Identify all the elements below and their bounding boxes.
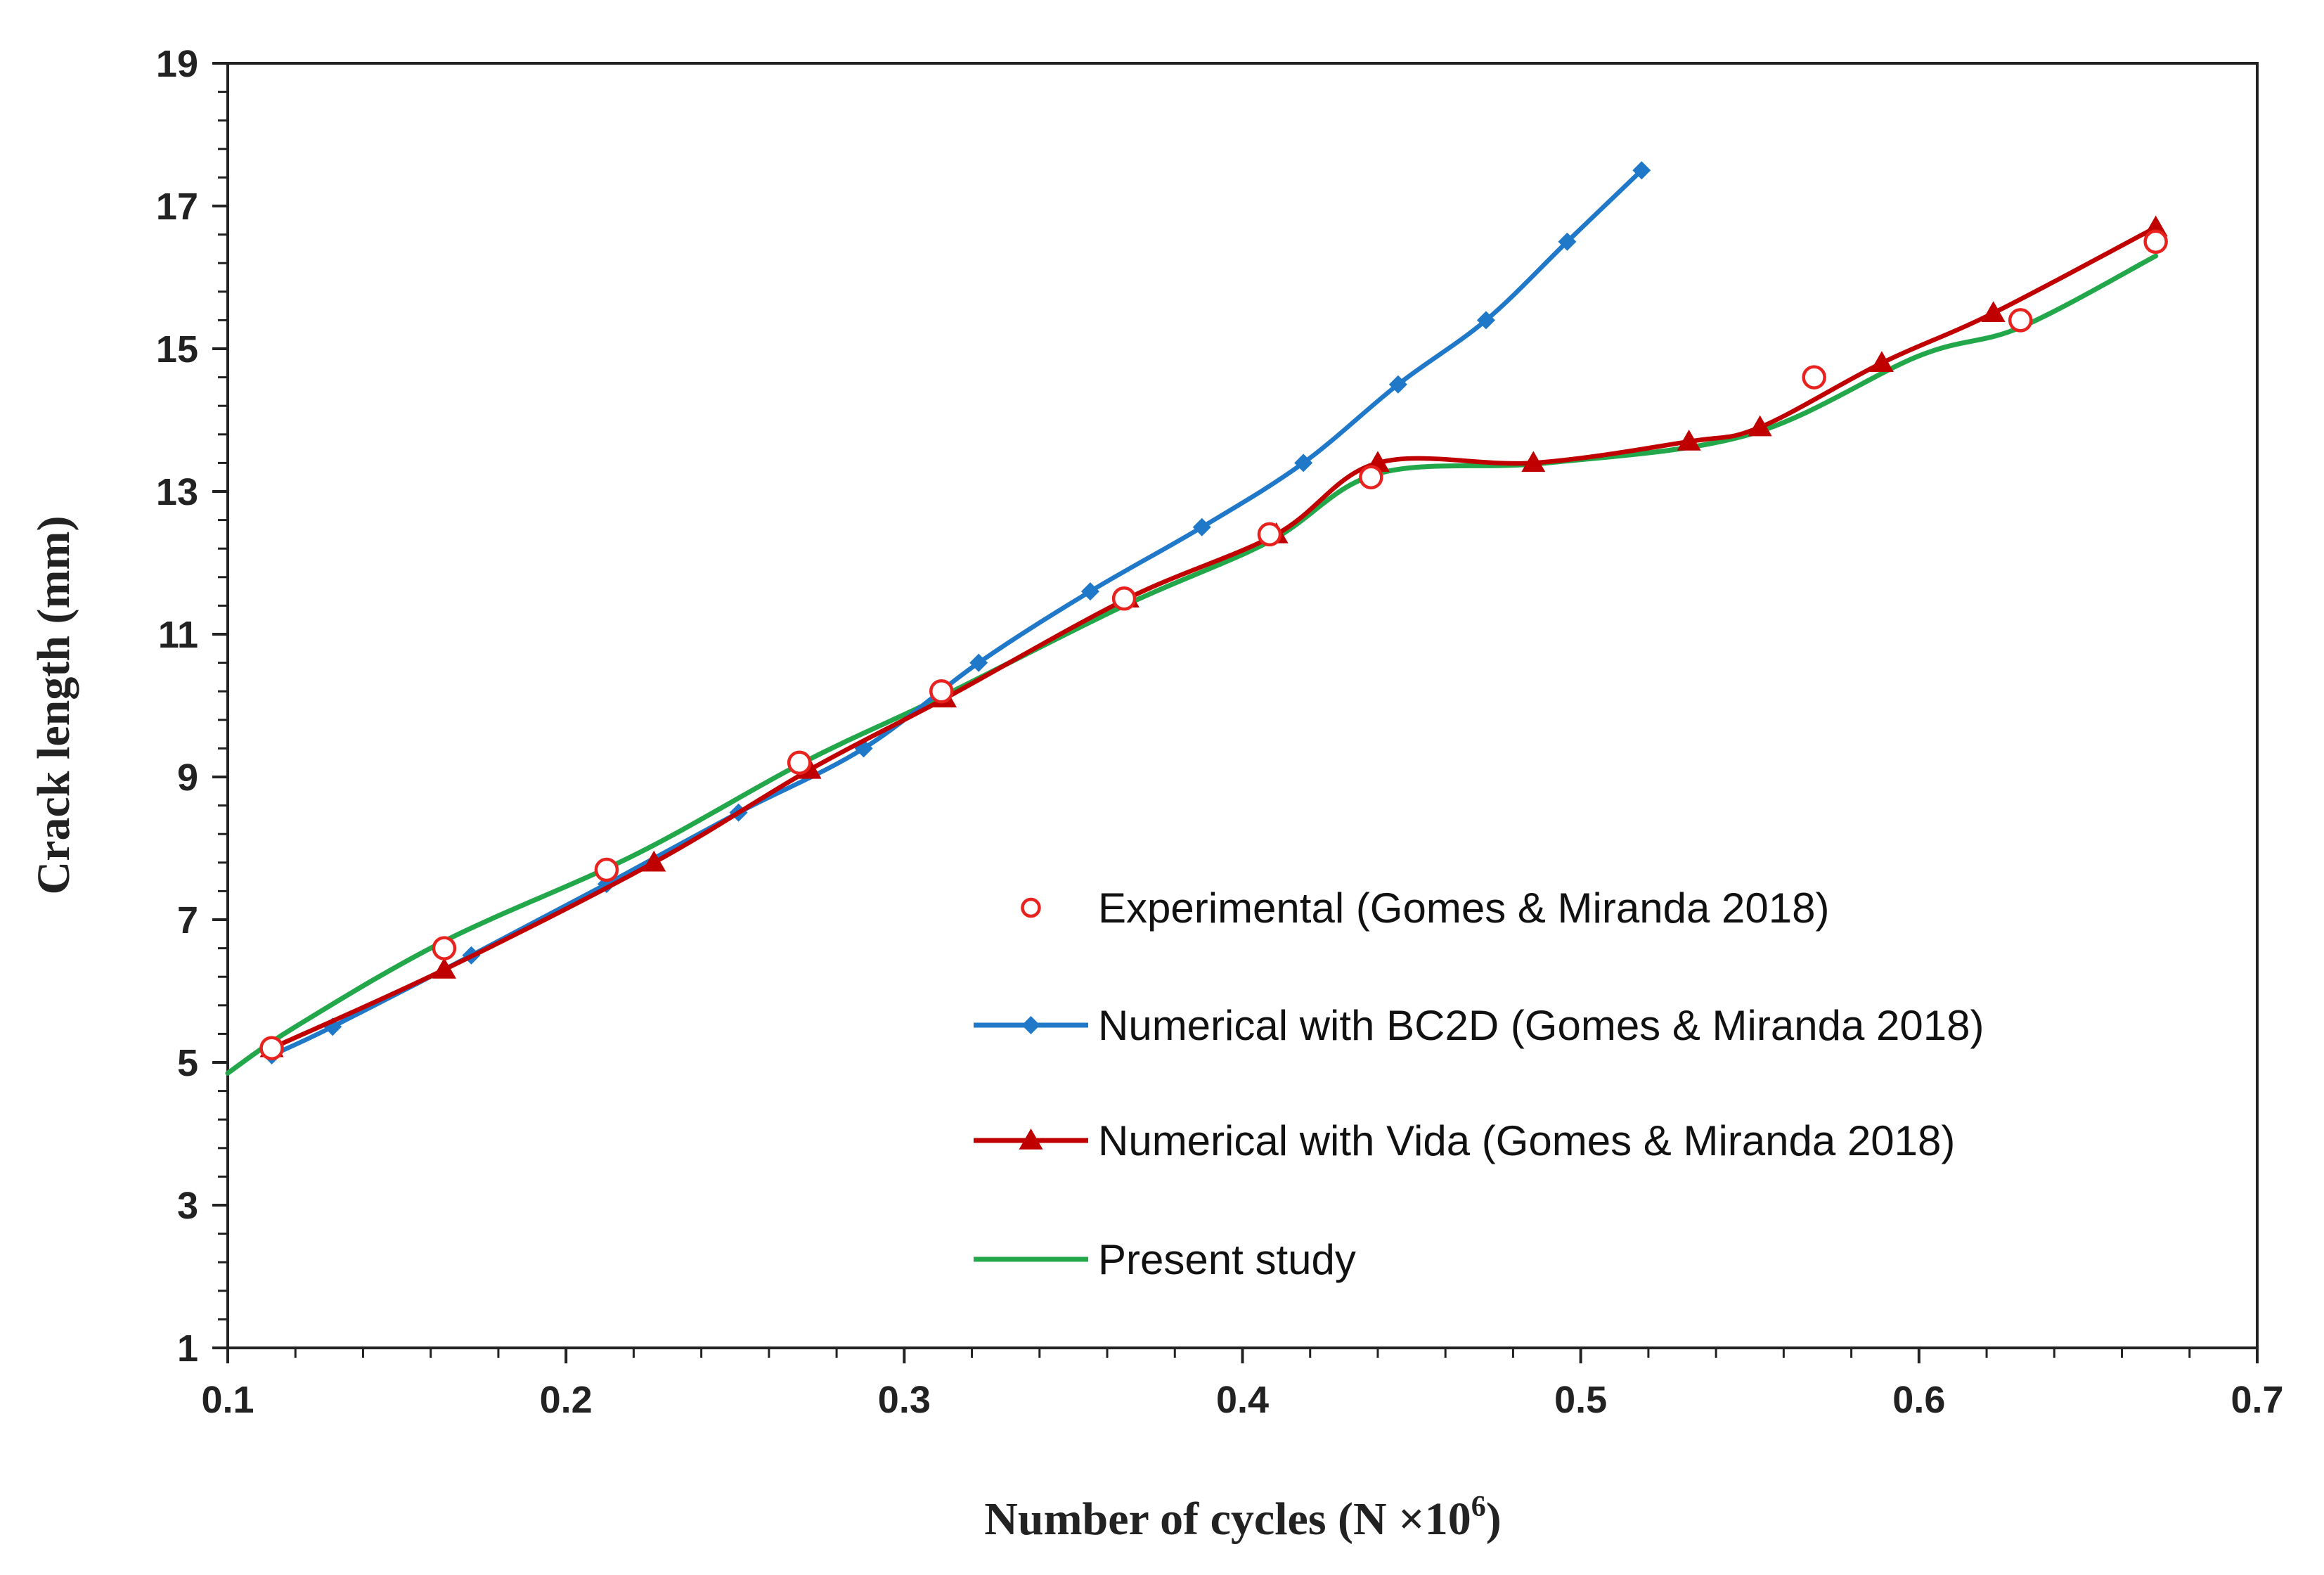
x-axis-title-end: ) [1486,1493,1502,1545]
y-tick-label: 5 [177,1042,198,1084]
series-1-point [2008,308,2033,333]
series-1-point [1359,465,1383,489]
x-tick-label: 0.3 [878,1379,931,1421]
y-tick-label: 7 [177,899,198,941]
legend-swatch-marker [1021,1016,1040,1034]
y-axis-title: Crack length (mm) [28,516,79,895]
plot-area [226,62,2259,1349]
legend-label: Present study [1098,1236,1356,1283]
series-4-line [225,253,2159,1076]
y-tick-label: 11 [158,614,198,656]
series-2-point [1192,518,1211,536]
x-tick-label: 0.2 [540,1379,593,1421]
x-tick-label: 0.7 [2231,1379,2283,1421]
y-tick-label: 3 [177,1185,198,1227]
legend-label: Experimental (Gomes & Miranda 2018) [1098,885,1829,932]
x-axis-title-sup: 6 [1471,1491,1486,1523]
series-1-point [594,857,619,882]
x-axis-title: Number of cycles (N ×106) [984,1491,1502,1545]
series-2-point [969,653,988,672]
series-1-point [929,679,954,704]
series-3-point [1748,415,1772,437]
series-1-point [787,750,812,775]
series-2-point [1632,161,1651,180]
series-4 [225,253,2159,1076]
series-2-point [1558,232,1577,251]
series-1-point [259,1036,284,1060]
series-1 [259,229,2168,1060]
legend-label: Numerical with BC2D (Gomes & Miranda 201… [1098,1002,1984,1049]
series-1-point [1802,365,1826,390]
y-tick-label: 19 [156,43,198,85]
series-3-point [1677,429,1701,451]
series-2-point [1294,454,1313,472]
legend-swatch-marker [1019,1129,1043,1150]
y-tick-label: 13 [156,471,198,513]
series-3-point [432,958,456,979]
y-tick-label: 15 [156,328,198,371]
series-3-point [642,850,666,872]
x-axis-title-main: Number of cycles (N ×10 [984,1493,1471,1545]
series-1-point [432,936,457,960]
series-1-point [2143,229,2168,254]
series-2-point [1080,582,1099,601]
series-2-point [1388,375,1407,394]
y-tick-label: 9 [177,757,198,799]
legend: Experimental (Gomes & Miranda 2018) Numer… [974,885,1984,1283]
series-2-point [1476,311,1495,330]
legend-swatch-marker [1021,897,1041,918]
x-tick-label: 0.4 [1216,1379,1269,1421]
y-tick-label: 17 [156,186,198,228]
series-3-point [1981,301,2006,322]
legend-label: Numerical with Vida (Gomes & Miranda 201… [1098,1117,1955,1164]
x-tick-label: 0.5 [1554,1379,1607,1421]
y-tick-label: 1 [177,1328,198,1370]
series-3-point [1869,351,1894,373]
x-tick-label: 0.6 [1892,1379,1945,1421]
series-1-point [1257,522,1282,547]
x-tick-label: 0.1 [201,1379,254,1421]
series-1-point [1111,586,1137,611]
series-3-point [1521,451,1546,472]
